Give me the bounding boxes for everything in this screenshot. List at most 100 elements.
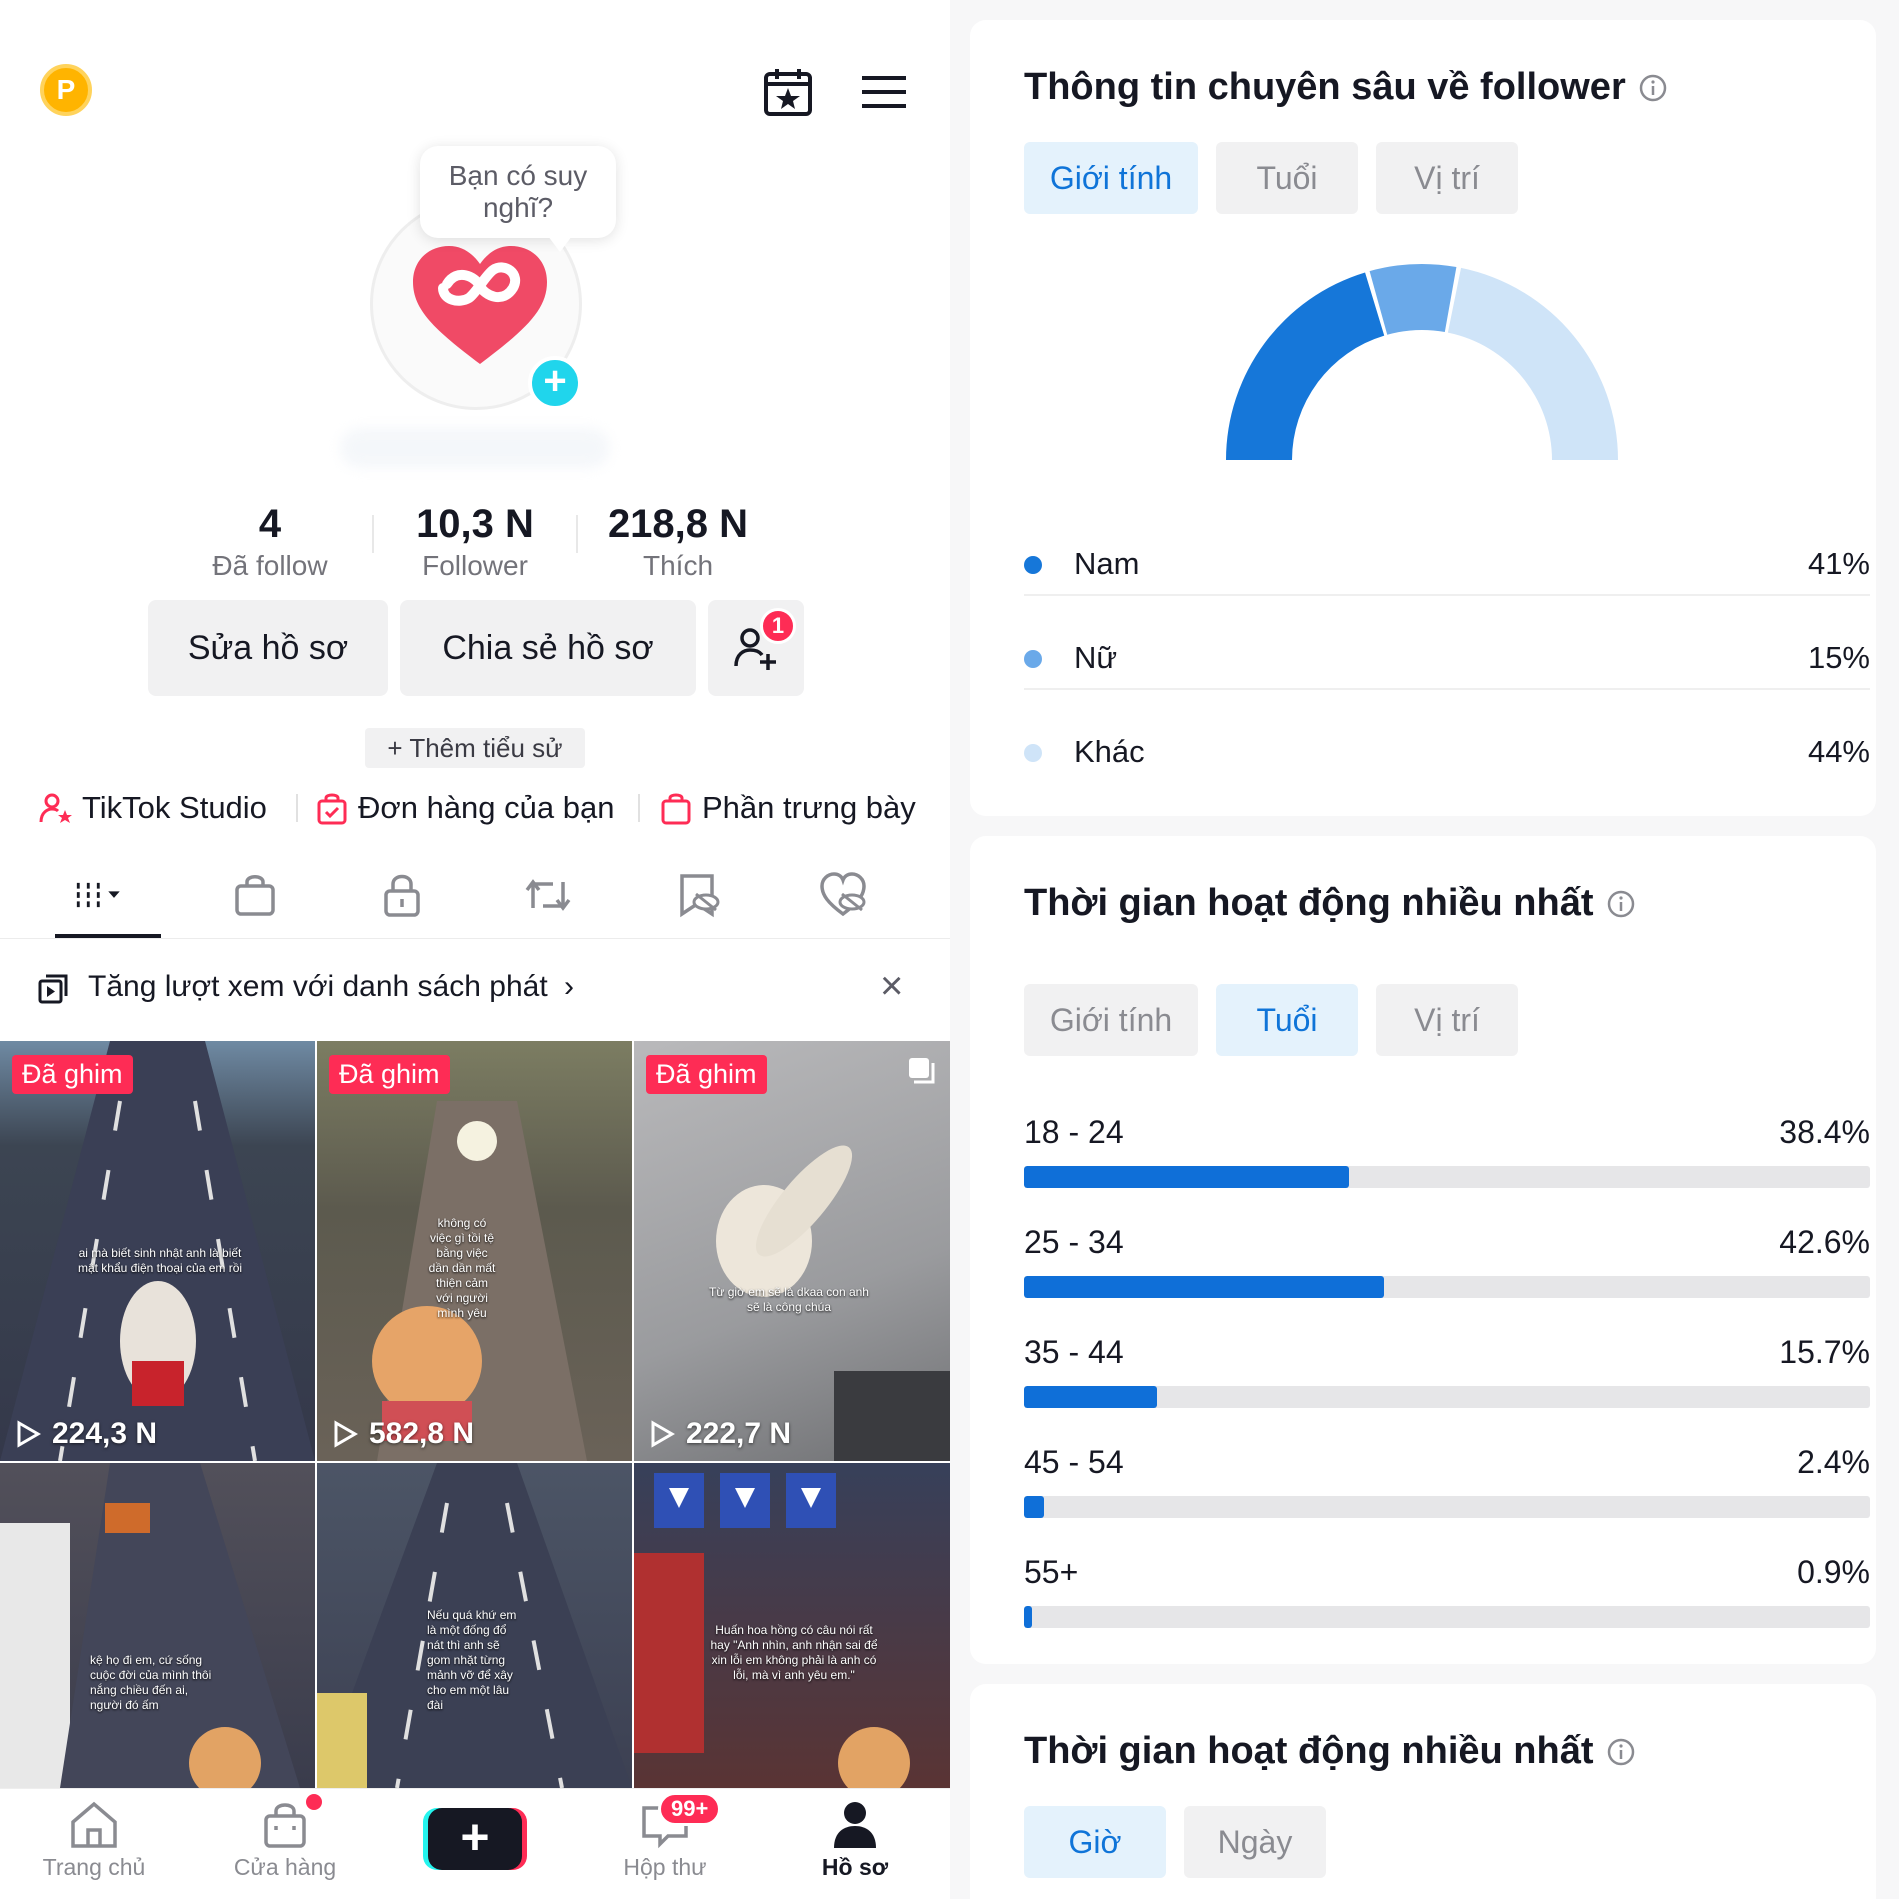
age-bar-track bbox=[1024, 1276, 1870, 1298]
nav-home-label: Trang chủ bbox=[42, 1854, 146, 1880]
video-caption: ai mà biết sinh nhật anh là biết mật khẩ… bbox=[77, 1246, 243, 1275]
legend-name: Nam bbox=[1074, 546, 1140, 581]
nav-shop[interactable]: Cửa hàng bbox=[210, 1800, 360, 1881]
orders-link[interactable]: Đơn hàng của bạn bbox=[314, 786, 614, 830]
video-thumbnail[interactable]: Đã ghim ai mà biết sinh nhật anh là biết… bbox=[0, 1041, 315, 1461]
age-bar-track bbox=[1024, 1606, 1870, 1628]
tab-location[interactable]: Vị trí bbox=[1376, 984, 1518, 1056]
nav-profile[interactable]: Hồ sơ bbox=[780, 1800, 930, 1881]
age-row: 35 - 44 15.7% bbox=[1024, 1334, 1870, 1414]
legend-name: Nữ bbox=[1074, 640, 1118, 675]
legend-male: Nam 41% bbox=[1024, 526, 1870, 616]
showcase-label: Phần trưng bày bbox=[702, 790, 916, 825]
stat-likes[interactable]: 218,8 N Thích bbox=[598, 500, 758, 584]
road-graphic bbox=[317, 1463, 632, 1788]
tab-day[interactable]: Ngày bbox=[1184, 1806, 1326, 1878]
view-count-value: 582,8 N bbox=[369, 1417, 475, 1450]
road-graphic bbox=[0, 1041, 315, 1461]
add-bio-button[interactable]: + Thêm tiểu sử bbox=[365, 728, 585, 768]
friend-request-badge: 1 bbox=[760, 608, 796, 644]
liked-hidden-tab-icon[interactable] bbox=[818, 870, 868, 920]
person-star-icon bbox=[39, 793, 72, 823]
shopping-bag-icon bbox=[264, 1803, 306, 1848]
age-label: 55+ bbox=[1024, 1554, 1079, 1590]
edit-profile-button[interactable]: Sửa hồ sơ bbox=[148, 600, 388, 696]
shop-tab-icon[interactable] bbox=[230, 870, 280, 920]
blurred-username bbox=[340, 428, 610, 468]
video-caption: Nếu quá khứ em là một đống đổ nát thì an… bbox=[427, 1608, 517, 1712]
video-grid-tab-icon[interactable] bbox=[74, 870, 124, 920]
thought-bubble[interactable]: Bạn có suy nghĩ? bbox=[420, 146, 616, 252]
tab-gender[interactable]: Giới tính bbox=[1024, 984, 1198, 1056]
tab-location[interactable]: Vị trí bbox=[1376, 142, 1518, 214]
gender-donut-chart bbox=[1226, 264, 1618, 460]
shopping-bag-icon bbox=[661, 793, 691, 825]
donut-slice-Nam bbox=[1226, 272, 1385, 460]
tab-gender[interactable]: Giới tính bbox=[1024, 142, 1198, 214]
age-row: 25 - 34 42.6% bbox=[1024, 1224, 1870, 1304]
legend-dot bbox=[1024, 650, 1042, 668]
add-avatar-plus-icon[interactable]: + bbox=[528, 356, 582, 410]
age-bar bbox=[1024, 1166, 1349, 1188]
age-value: 2.4% bbox=[1797, 1444, 1870, 1480]
video-thumbnail[interactable]: Huấn hoa hồng có câu nói rất hay "Anh nh… bbox=[634, 1463, 950, 1788]
video-thumbnail[interactable]: kệ họ đi em, cứ sống cuộc đời của mình t… bbox=[0, 1463, 315, 1788]
view-count: 582,8 N bbox=[331, 1417, 474, 1451]
showcase-link[interactable]: Phần trưng bày bbox=[658, 786, 916, 830]
lock-tab-icon[interactable] bbox=[377, 870, 427, 920]
close-icon[interactable]: × bbox=[880, 964, 904, 1008]
coin-icon[interactable]: P bbox=[40, 64, 92, 116]
heart-infinity-icon bbox=[413, 246, 547, 364]
age-bar bbox=[1024, 1386, 1157, 1408]
calendar-star-icon[interactable] bbox=[760, 64, 816, 120]
tab-age[interactable]: Tuổi bbox=[1216, 984, 1358, 1056]
stat-followers-label: Follower bbox=[422, 550, 528, 581]
create-button[interactable]: + bbox=[428, 1808, 522, 1870]
divider bbox=[372, 515, 374, 553]
video-thumbnail[interactable]: Đã ghim Từ giờ em sẽ là dkaa con anh sẽ … bbox=[634, 1041, 950, 1461]
saved-hidden-tab-icon[interactable] bbox=[672, 870, 722, 920]
info-icon[interactable] bbox=[1606, 889, 1636, 919]
pinned-badge: Đã ghim bbox=[646, 1055, 767, 1094]
age-value: 0.9% bbox=[1797, 1554, 1870, 1590]
info-icon[interactable] bbox=[1638, 73, 1668, 103]
stat-likes-label: Thích bbox=[642, 550, 714, 581]
tiktok-studio-label: TikTok Studio bbox=[82, 790, 267, 825]
card-title-text: Thời gian hoạt động nhiều nhất bbox=[1024, 882, 1594, 924]
divider bbox=[296, 794, 298, 822]
video-thumbnail[interactable]: Nếu quá khứ em là một đống đổ nát thì an… bbox=[317, 1463, 632, 1788]
video-caption: Huấn hoa hồng có câu nói rất hay "Anh nh… bbox=[710, 1623, 878, 1682]
arcade-graphic bbox=[634, 1473, 910, 1788]
tiktok-studio-link[interactable]: TikTok Studio bbox=[38, 786, 267, 830]
age-bar bbox=[1024, 1606, 1032, 1628]
view-count: 224,3 N bbox=[14, 1417, 157, 1451]
nav-profile-label: Hồ sơ bbox=[821, 1854, 889, 1880]
video-thumbnail[interactable]: Đã ghim không có việc gì tồi tệ bằng việ… bbox=[317, 1041, 632, 1461]
nav-inbox[interactable]: Hộp thư bbox=[590, 1800, 740, 1881]
nav-shop-label: Cửa hàng bbox=[233, 1854, 337, 1880]
plush-toy-graphic bbox=[716, 1145, 950, 1461]
tab-hour[interactable]: Giờ bbox=[1024, 1806, 1166, 1878]
stat-followers[interactable]: 10,3 N Follower bbox=[395, 500, 555, 584]
insights-screen: Thông tin chuyên sâu về follower Giới tí… bbox=[950, 0, 1899, 1899]
active-time-age-card: Thời gian hoạt động nhiều nhất Giới tính… bbox=[970, 836, 1876, 1664]
info-icon[interactable] bbox=[1606, 1737, 1636, 1767]
card-title: Thời gian hoạt động nhiều nhất bbox=[1024, 882, 1636, 925]
stat-following[interactable]: 4 Đã follow bbox=[190, 500, 350, 584]
stat-following-value: 4 bbox=[258, 502, 282, 546]
active-tab-indicator bbox=[55, 934, 161, 938]
age-bar bbox=[1024, 1276, 1385, 1298]
repost-tab-icon[interactable] bbox=[523, 870, 573, 920]
nav-home[interactable]: Trang chủ bbox=[19, 1800, 169, 1881]
stat-followers-value: 10,3 N bbox=[416, 502, 534, 546]
card-title-text: Thời gian hoạt động nhiều nhất bbox=[1024, 1730, 1594, 1772]
card-title-text: Thông tin chuyên sâu về follower bbox=[1024, 66, 1626, 108]
share-profile-button[interactable]: Chia sẻ hồ sơ bbox=[400, 600, 696, 696]
playlist-icon bbox=[38, 974, 68, 1004]
video-caption: kệ họ đi em, cứ sống cuộc đời của mình t… bbox=[90, 1653, 212, 1712]
menu-icon[interactable] bbox=[856, 64, 912, 120]
playlist-promo[interactable]: Tăng lượt xem với danh sách phát › bbox=[88, 970, 574, 1004]
age-bar-track bbox=[1024, 1496, 1870, 1518]
tab-age[interactable]: Tuổi bbox=[1216, 142, 1358, 214]
view-count-value: 224,3 N bbox=[52, 1417, 158, 1450]
